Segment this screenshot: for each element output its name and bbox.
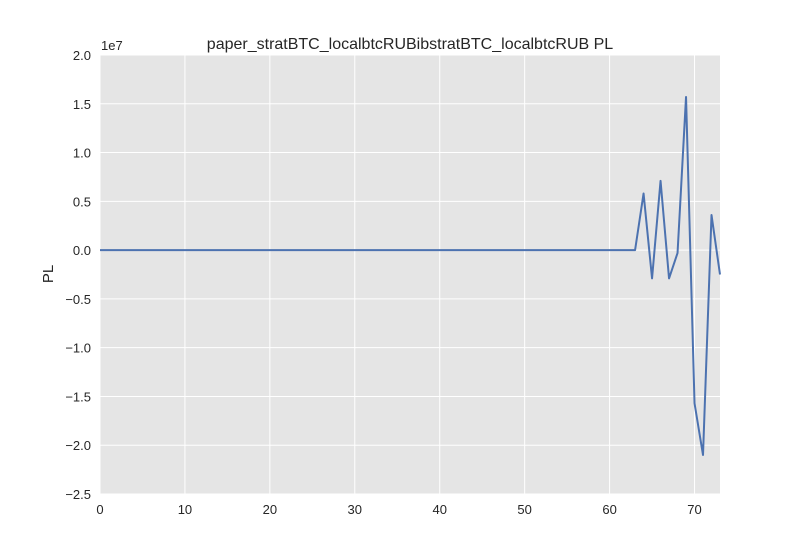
x-tick-label: 20 bbox=[263, 502, 277, 517]
y-tick-label: −0.5 bbox=[65, 292, 91, 307]
x-tick-label: 0 bbox=[96, 502, 103, 517]
chart-title: paper_stratBTC_localbtcRUBibstratBTC_loc… bbox=[207, 36, 613, 53]
x-tick-label: 40 bbox=[432, 502, 446, 517]
y-tick-label: −1.5 bbox=[65, 389, 91, 404]
x-tick-label: 10 bbox=[178, 502, 192, 517]
y-tick-label: −1.0 bbox=[65, 341, 91, 356]
y-tick-label: 0.5 bbox=[73, 194, 91, 209]
y-tick-label: 2.0 bbox=[73, 48, 91, 63]
series-line bbox=[100, 95, 721, 456]
y-tick-label: 0.0 bbox=[73, 243, 91, 258]
y-offset-label: 1e7 bbox=[101, 38, 123, 53]
x-tick-label: 70 bbox=[687, 502, 701, 517]
x-tick-label: 30 bbox=[348, 502, 362, 517]
x-tick-label: 60 bbox=[602, 502, 616, 517]
y-tick-label: 1.5 bbox=[73, 97, 91, 112]
y-tick-label: 1.0 bbox=[73, 146, 91, 161]
x-tick-label: 50 bbox=[517, 502, 531, 517]
y-tick-label: −2.5 bbox=[65, 487, 91, 502]
y-axis-label: PL bbox=[40, 265, 57, 283]
y-tick-label: −2.0 bbox=[65, 438, 91, 453]
plot-area bbox=[100, 55, 720, 494]
